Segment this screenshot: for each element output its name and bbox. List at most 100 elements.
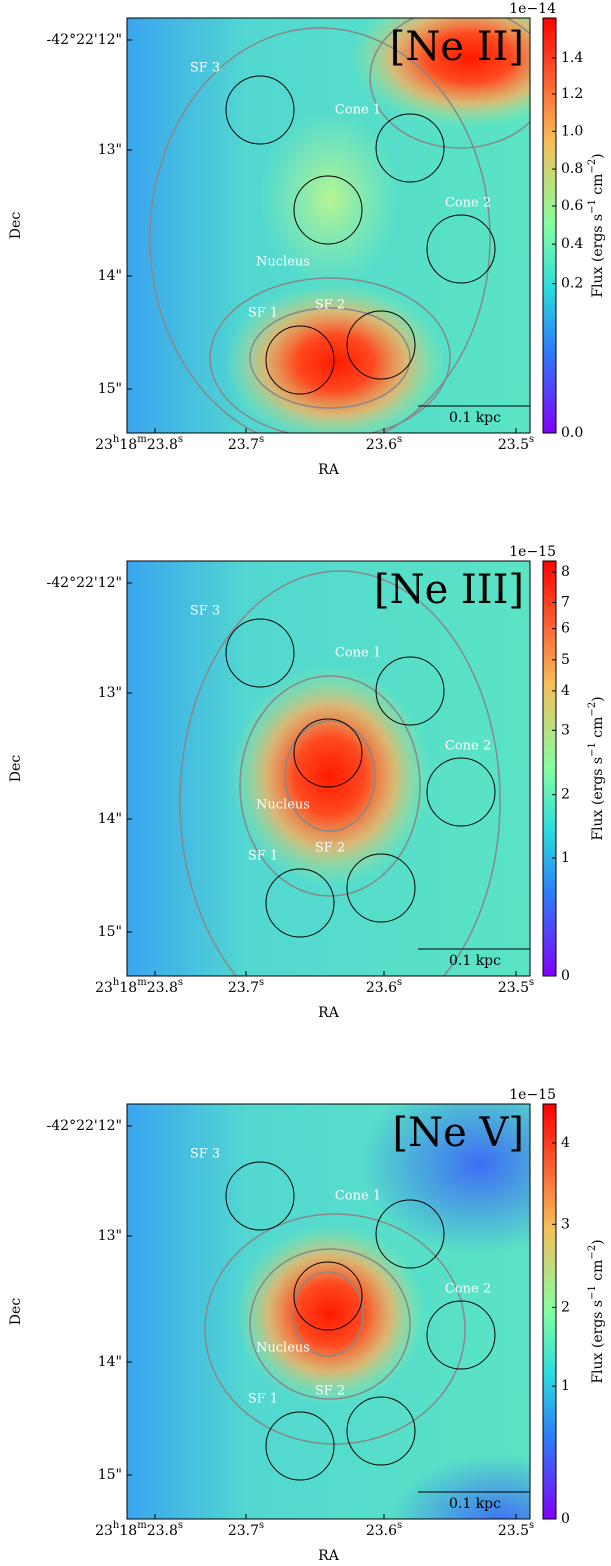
scale-bar-label: 0.1 kpc — [449, 953, 501, 969]
text-part: 23.6 — [366, 1523, 397, 1539]
text-part: 23.5 — [498, 437, 529, 453]
colorbar-tick-label: 3 — [561, 722, 570, 738]
text-part: Flux (ergs s — [590, 757, 606, 841]
x-tick-label: 23h18m23.8s — [95, 1520, 183, 1539]
colorbar-tick-label: 0 — [561, 968, 570, 984]
superscript: −1 — [587, 1285, 598, 1300]
panel-title: [Ne II] — [390, 24, 524, 70]
map — [127, 1104, 530, 1519]
text-part: cm — [590, 1260, 606, 1286]
region-label: Cone 2 — [445, 1282, 491, 1297]
colorbar-tick-label: 0.8 — [561, 161, 583, 177]
colorbar-label: Flux (ergs s−1 cm−2) — [587, 153, 606, 297]
contour — [149, 27, 491, 433]
contour — [179, 570, 501, 976]
text-part: 23.5 — [498, 980, 529, 996]
region-label: SF 3 — [190, 604, 220, 619]
x-axis-label: RA — [318, 462, 340, 478]
superscript: −1 — [587, 742, 598, 757]
x-tick-label: 23.6s — [366, 977, 402, 996]
low-flux — [390, 1454, 530, 1519]
text-part: 23.6 — [366, 437, 397, 453]
superscript: s — [397, 1520, 402, 1531]
colorbar-tick-label: 3 — [561, 1216, 570, 1232]
superscript: m — [137, 434, 147, 445]
aperture — [265, 1411, 335, 1481]
region-label: SF 3 — [190, 61, 220, 76]
colorbar-label: Flux (ergs s−1 cm−2) — [587, 1239, 606, 1383]
superscript: s — [178, 1520, 183, 1531]
text-part: 23.5 — [498, 1523, 529, 1539]
x-tick-label: 23.7s — [228, 1520, 264, 1539]
contour — [249, 1248, 411, 1400]
text-part: 23 — [95, 437, 113, 453]
contour — [369, 18, 530, 149]
x-tick-label: 23.5s — [498, 1520, 534, 1539]
y-tick-label: 15" — [98, 924, 122, 940]
superscript: −2 — [587, 159, 598, 174]
region-label: Cone 2 — [445, 196, 491, 211]
aperture — [293, 1261, 363, 1331]
text-part: ) — [590, 696, 606, 701]
aperture — [293, 718, 363, 788]
colorbar-tick-label: 0.4 — [561, 236, 583, 252]
map — [127, 561, 530, 976]
region-label: SF 2 — [315, 298, 345, 313]
colorbar-tick-label: 1 — [561, 850, 570, 866]
x-tick-label: 23.6s — [366, 1520, 402, 1539]
aperture — [426, 214, 496, 284]
superscript: s — [178, 434, 183, 445]
contour — [209, 277, 451, 433]
scale-bar-label: 0.1 kpc — [449, 410, 501, 426]
y-tick-label: 14" — [98, 1354, 122, 1370]
aperture — [225, 618, 295, 688]
y-tick-label: 13" — [98, 142, 122, 158]
aperture — [426, 757, 496, 827]
contour — [239, 675, 421, 897]
colorbar-tick-label: 0.0 — [561, 425, 583, 441]
y-tick-label: 13" — [98, 685, 122, 701]
text-part: 23 — [95, 1523, 113, 1539]
x-tick-label: 23.5s — [498, 434, 534, 453]
colorbar-tick-label: 2 — [561, 1299, 570, 1315]
superscript: s — [529, 1520, 534, 1531]
region-label: Cone 1 — [335, 103, 381, 118]
text-part: cm — [590, 717, 606, 743]
region-label: SF 2 — [315, 1384, 345, 1399]
region-label: Cone 1 — [335, 1189, 381, 1204]
colorbar-tick-label: 1.0 — [561, 123, 583, 139]
emission — [230, 666, 430, 886]
colorbar-tick-label: 7 — [561, 595, 570, 611]
text-part: Flux (ergs s — [590, 214, 606, 298]
region-label: Cone 1 — [335, 646, 381, 661]
y-tick-label: 15" — [98, 1467, 122, 1483]
aperture — [225, 75, 295, 145]
y-tick-label: 15" — [98, 381, 122, 397]
superscript: s — [259, 977, 264, 988]
emission — [235, 1224, 425, 1404]
colorbar-tick-label: 8 — [561, 564, 570, 580]
x-axis-label: RA — [318, 1548, 340, 1564]
superscript: −1 — [587, 199, 598, 214]
superscript: −2 — [587, 702, 598, 717]
text-part: 23.7 — [228, 1523, 259, 1539]
text-part: 23.8 — [147, 437, 178, 453]
colorbar-tick-label: 6 — [561, 621, 570, 637]
superscript: h — [113, 1520, 120, 1531]
y-axis-label: Dec — [8, 212, 24, 240]
aperture — [375, 113, 445, 183]
superscript: −2 — [587, 1245, 598, 1260]
superscript: m — [137, 1520, 147, 1531]
colorbar-tick-label: 0.2 — [561, 276, 583, 292]
text-part: 18 — [119, 980, 137, 996]
x-tick-label: 23.7s — [228, 434, 264, 453]
emission — [260, 108, 400, 288]
frame — [126, 560, 531, 977]
region-label: SF 3 — [190, 1147, 220, 1162]
superscript: s — [178, 977, 183, 988]
colorbar-label: Flux (ergs s−1 cm−2) — [587, 696, 606, 840]
panel-title: [Ne V] — [393, 1110, 524, 1156]
colorbar-tick-label: 1 — [561, 1378, 570, 1394]
